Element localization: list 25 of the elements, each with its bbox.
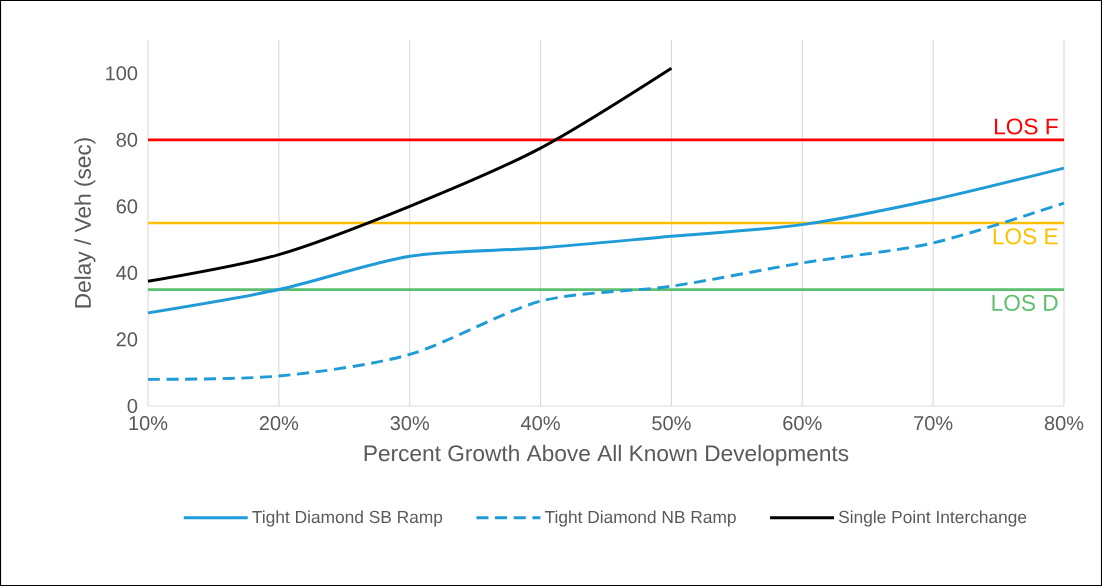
y-tick-label: 100 <box>106 66 138 81</box>
line-series <box>146 66 673 283</box>
y-tick-label: 80 <box>116 132 138 147</box>
ref-line-label: LOS E <box>993 228 1058 245</box>
x-tick-label: 20% <box>259 416 299 431</box>
y-tick-label: 60 <box>116 199 138 214</box>
legend-label: Tight Diamond SB Ramp <box>252 510 443 527</box>
legend-label: Tight Diamond NB Ramp <box>544 510 736 527</box>
y-tick-label: 20 <box>116 332 138 347</box>
x-tick-label: 50% <box>652 416 691 431</box>
ref-line-label: LOS F <box>995 118 1058 135</box>
x-tick-label: 60% <box>783 416 822 431</box>
x-tick-label: 80% <box>1044 416 1084 431</box>
ref-line-label: LOS D <box>992 294 1058 311</box>
x-tick-label: 30% <box>390 416 430 431</box>
legend-label: Single Point Interchange <box>838 510 1027 527</box>
y-tick-label: 0 <box>127 398 138 414</box>
x-tick-label: 10% <box>129 416 168 431</box>
line-series <box>146 201 1066 381</box>
line-series <box>146 166 1066 315</box>
x-tick-label: 40% <box>521 416 560 431</box>
y-axis-title: Delay / Veh (sec) <box>74 138 96 308</box>
x-tick-label: 70% <box>914 416 953 431</box>
x-axis-title: Percent Growth Above All Known Developments <box>364 444 849 466</box>
y-tick-label: 40 <box>116 265 138 280</box>
